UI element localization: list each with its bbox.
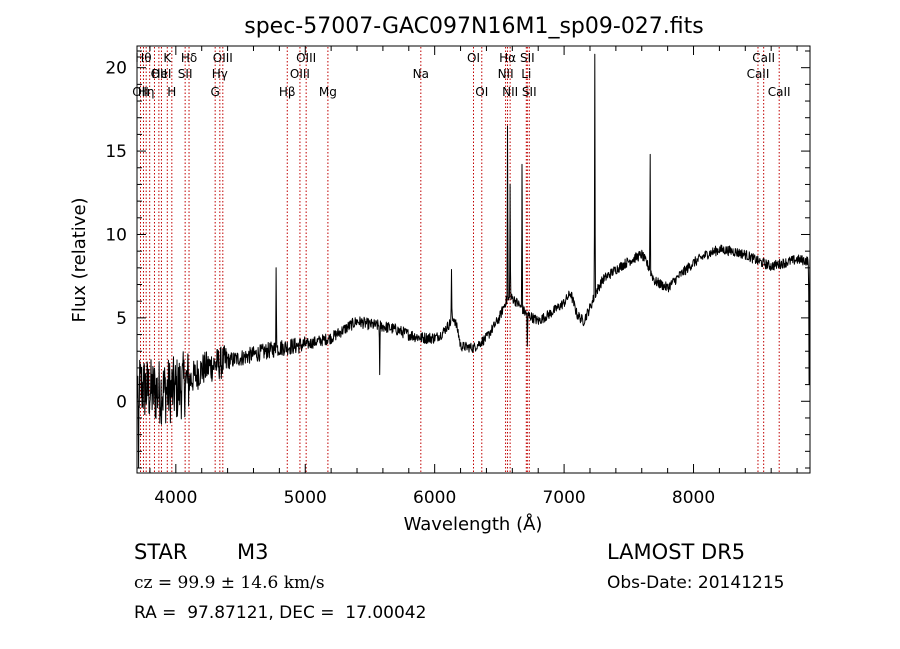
line-label: Hα [499, 51, 516, 65]
y-axis-ticks: 0 5 10 15 20 [105, 50, 810, 469]
x-tick-label: 4000 [154, 488, 197, 508]
line-label: OII [151, 67, 168, 81]
y-tick-label: 5 [116, 309, 127, 329]
line-label: SII [178, 67, 193, 81]
x-tick-label: 6000 [413, 488, 456, 508]
x-axis-ticks: 4000 5000 6000 7000 8000 [149, 46, 798, 508]
line-label: H [167, 85, 176, 99]
spectral-line-markers [139, 47, 780, 472]
line-label: OIII [213, 51, 233, 65]
line-label: OIII [290, 67, 310, 81]
line-label: Hη [138, 85, 155, 99]
line-label: OII [132, 85, 149, 99]
line-label: Hβ [279, 85, 296, 99]
survey-name: LAMOST DR5 [607, 540, 746, 564]
line-label: CaII [747, 67, 770, 81]
y-axis-label: Flux (relative) [69, 197, 90, 322]
line-label: OIII [296, 51, 316, 65]
line-label: G [211, 85, 220, 99]
line-label: NII [498, 67, 514, 81]
line-label: SII [520, 51, 535, 65]
line-label: SII [522, 85, 537, 99]
line-label: Mg [319, 85, 337, 99]
line-label: Na [413, 67, 429, 81]
line-label: Hθ [135, 51, 151, 65]
spectrum-line [136, 53, 811, 469]
object-subclass: M3 [237, 540, 269, 564]
object-class: STAR [134, 540, 188, 564]
y-tick-label: 10 [105, 225, 127, 245]
line-label: NII [502, 85, 518, 99]
line-label: CaII [752, 51, 775, 65]
coordinates: RA = 97.87121, DEC = 17.00042 [134, 603, 427, 623]
x-tick-label: 7000 [542, 488, 585, 508]
line-label: OI [467, 51, 480, 65]
line-label: HeI [151, 67, 171, 81]
line-label: Li [521, 67, 531, 81]
x-tick-label: 8000 [672, 488, 715, 508]
line-label: K [163, 51, 172, 65]
obs-date: Obs-Date: 20141215 [607, 573, 785, 593]
spectral-line-labels: OIIHθHηOIIHeIKHSIIHδGHγOIIIHβOIIIOIIIMgN… [132, 51, 790, 99]
chart-title: spec-57007-GAC097N16M1_sp09-027.fits [244, 14, 704, 39]
plot-frame [136, 45, 811, 474]
line-label: Hγ [212, 67, 228, 81]
y-tick-label: 0 [116, 392, 127, 412]
line-label: Hδ [181, 51, 197, 65]
redshift-readout: cz = 99.9 ± 14.6 km/s [134, 573, 325, 593]
y-tick-label: 15 [105, 142, 127, 162]
x-axis-label: Wavelength (Å) [404, 513, 543, 535]
y-tick-label: 20 [105, 59, 127, 79]
line-label: CaII [768, 85, 791, 99]
line-label: OI [475, 85, 488, 99]
x-tick-label: 5000 [284, 488, 327, 508]
